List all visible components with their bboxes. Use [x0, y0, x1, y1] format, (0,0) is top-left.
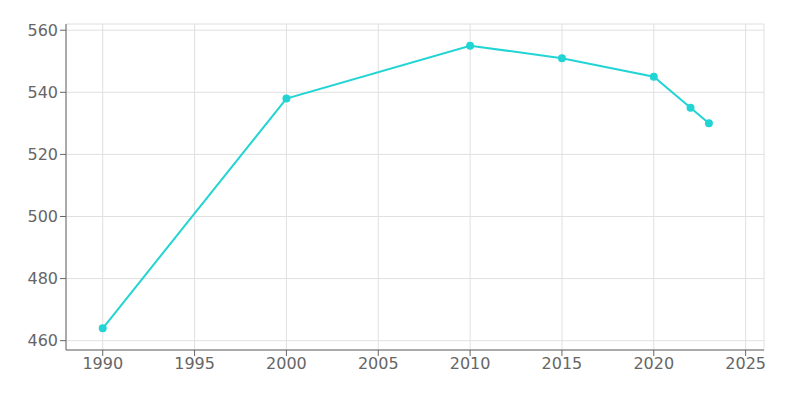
svg-text:2000: 2000	[266, 354, 307, 373]
svg-text:2005: 2005	[358, 354, 399, 373]
svg-text:460: 460	[27, 331, 58, 350]
svg-text:1990: 1990	[82, 354, 123, 373]
svg-text:2025: 2025	[725, 354, 766, 373]
svg-text:480: 480	[27, 269, 58, 288]
svg-text:520: 520	[27, 145, 58, 164]
svg-text:2015: 2015	[542, 354, 583, 373]
svg-text:2020: 2020	[633, 354, 674, 373]
svg-text:560: 560	[27, 21, 58, 40]
svg-text:500: 500	[27, 207, 58, 226]
svg-text:2010: 2010	[450, 354, 491, 373]
svg-text:1995: 1995	[174, 354, 215, 373]
svg-text:540: 540	[27, 83, 58, 102]
